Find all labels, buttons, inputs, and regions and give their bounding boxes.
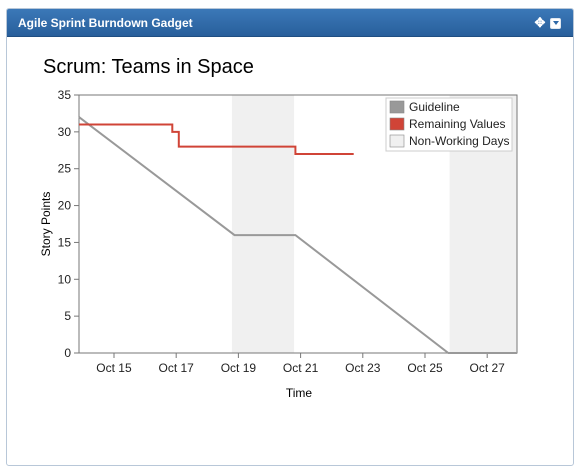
- x-tick-label: Oct 19: [221, 361, 257, 375]
- legend-swatch: [389, 117, 405, 131]
- x-tick-label: Oct 15: [96, 361, 132, 375]
- legend-swatch: [389, 134, 405, 148]
- gadget-title: Agile Sprint Burndown Gadget: [18, 16, 193, 30]
- guideline-series: [78, 116, 517, 354]
- legend-label: Non-Working Days: [409, 134, 509, 148]
- chart-title: Scrum: Teams in Space: [43, 56, 254, 78]
- remaining-values-series: [79, 123, 354, 155]
- y-tick-label: 15: [58, 235, 72, 249]
- legend-label: Remaining Values: [409, 117, 506, 131]
- y-tick-label: 25: [58, 162, 72, 176]
- y-tick-label: 35: [58, 88, 72, 102]
- chart-legend: [385, 97, 513, 152]
- header-controls: ✥: [533, 9, 561, 37]
- legend-swatch: [389, 100, 405, 114]
- x-tick-label: Oct 27: [470, 361, 506, 375]
- gadget-header: Agile Sprint Burndown Gadget ✥: [7, 9, 573, 37]
- y-tick-label: 10: [58, 272, 72, 286]
- y-tick-label: 0: [64, 346, 71, 360]
- x-tick-label: Oct 23: [345, 361, 381, 375]
- move-icon[interactable]: ✥: [534, 15, 546, 30]
- plot-frame: [78, 94, 518, 354]
- y-tick-label: 5: [64, 309, 71, 323]
- y-tick-label: 30: [58, 125, 72, 139]
- x-axis-label: Time: [286, 386, 313, 400]
- legend-label: Guideline: [409, 100, 460, 114]
- dropdown-menu-icon[interactable]: [550, 17, 561, 29]
- non-working-band: [231, 95, 295, 353]
- x-tick-label: Oct 25: [407, 361, 443, 375]
- x-tick-label: Oct 17: [159, 361, 195, 375]
- y-tick-label: 20: [58, 199, 72, 213]
- x-tick-label: Oct 21: [283, 361, 319, 375]
- y-axis-label: Story Points: [39, 192, 53, 257]
